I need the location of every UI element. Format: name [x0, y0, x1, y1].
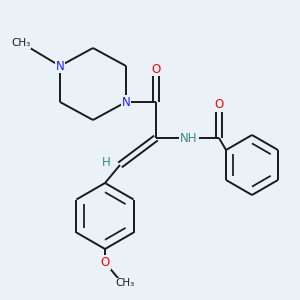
- Text: O: O: [214, 98, 224, 112]
- Text: CH₃: CH₃: [11, 38, 31, 49]
- Text: N: N: [122, 95, 130, 109]
- Text: NH: NH: [180, 131, 198, 145]
- Text: H: H: [102, 155, 111, 169]
- Text: O: O: [152, 62, 160, 76]
- Text: CH₃: CH₃: [115, 278, 134, 289]
- Text: O: O: [100, 256, 109, 269]
- Text: N: N: [56, 59, 64, 73]
